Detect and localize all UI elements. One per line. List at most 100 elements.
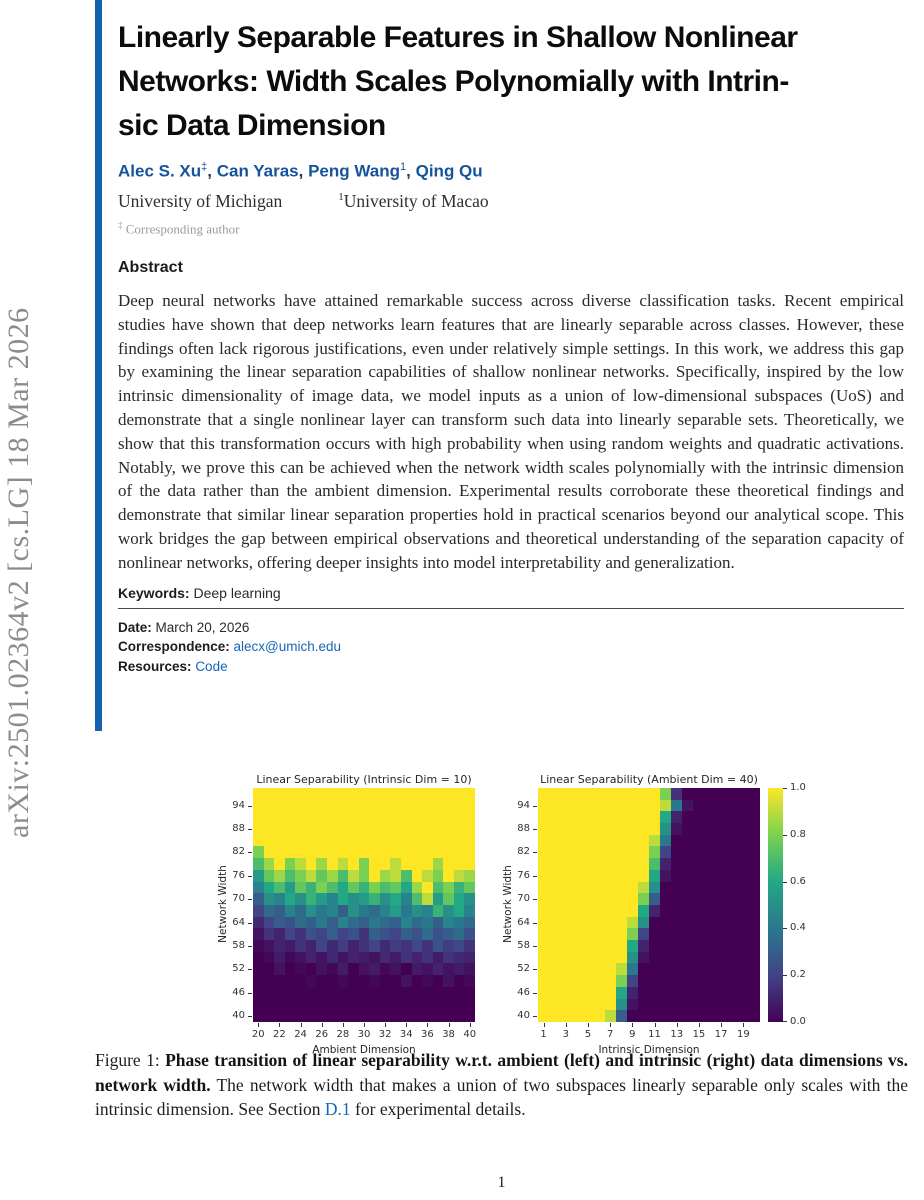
heatmap-cell [593, 940, 605, 952]
heatmap-cell [432, 869, 444, 882]
resources-code-link[interactable]: Code [195, 658, 228, 674]
heatmap-cell [358, 858, 370, 870]
heatmap-cell [704, 940, 716, 952]
heatmap-cell [379, 1010, 391, 1022]
y-tick-label: 70 [232, 893, 245, 905]
heatmap-cell [748, 799, 760, 812]
heatmap-cell [274, 788, 285, 800]
heatmap-cell [604, 823, 616, 835]
heatmap-cell [443, 881, 454, 894]
heatmap-cell [464, 963, 475, 976]
x-tick-label: 34 [399, 1029, 413, 1040]
heatmap-cell [305, 799, 317, 812]
heatmap-cell [649, 846, 661, 859]
heatmap-cell [400, 916, 412, 929]
x-tick-label: 19 [736, 1029, 750, 1040]
heatmap-cell [337, 858, 349, 870]
heatmap-cell [671, 869, 683, 882]
heatmap-cell [560, 928, 572, 941]
heatmap-cell [715, 834, 727, 847]
heatmap-cell [682, 916, 694, 929]
heatmap-cell [400, 940, 412, 952]
heatmap-cell [660, 928, 672, 941]
heatmap-cell [379, 869, 391, 882]
heatmap-cell [379, 998, 391, 1011]
keywords-label: Keywords: [118, 584, 190, 601]
heatmap-cell [637, 893, 649, 905]
heatmap-cell [253, 823, 264, 835]
heatmap-cell [432, 904, 444, 917]
caption-section-link[interactable]: D.1 [324, 1099, 351, 1119]
heatmap-cell [549, 893, 561, 905]
heatmap-cell [379, 858, 391, 870]
heatmap-cell [649, 799, 661, 812]
heatmap-cell [671, 940, 683, 952]
heatmap-cell [443, 998, 454, 1011]
heatmap-cell [549, 846, 561, 859]
heatmap-cell [704, 975, 716, 987]
heatmap-cell [626, 986, 638, 999]
heatmap-cell [538, 799, 550, 812]
heatmap-cell [443, 893, 454, 905]
heatmap-cell [253, 928, 264, 941]
heatmap-cell [604, 893, 616, 905]
y-tick-mark [533, 945, 537, 947]
heatmap-cell [615, 904, 627, 917]
heatmap-cell [660, 904, 672, 917]
heatmap-cell [326, 846, 338, 859]
heatmap-cell [432, 811, 444, 824]
heatmap-cell [626, 858, 638, 870]
heatmap-cell [326, 881, 338, 894]
heatmap-cell [443, 858, 454, 870]
heatmap-cell [369, 904, 380, 917]
correspondence-email-link[interactable]: alecx@umich.edu [233, 639, 342, 655]
heatmap-cell [358, 788, 370, 800]
heatmap-cell [626, 811, 638, 824]
heatmap-cell [369, 940, 380, 952]
x-tick-label: 3 [562, 1029, 569, 1040]
heatmap-cell [737, 975, 749, 987]
y-tick-mark [533, 875, 537, 877]
heatmap-cell [369, 928, 380, 941]
x-tick-mark [610, 1023, 612, 1027]
heatmap-cell [337, 846, 349, 859]
heatmap-cell [337, 1010, 349, 1022]
heatmap-cell [305, 834, 317, 847]
heatmap-cell [726, 928, 738, 941]
y-tick-label: 94 [232, 799, 245, 811]
heatmap-cell [615, 834, 627, 847]
heatmap-cell [748, 811, 760, 824]
heatmap-cell [400, 823, 412, 835]
heatmap-cell [253, 788, 264, 800]
heatmap-cell [604, 986, 616, 999]
heatmap-cell [274, 940, 285, 952]
heatmap-cell [626, 869, 638, 882]
heatmap-cell [390, 975, 401, 987]
affiliation-list: University of Michigan 1University of Mac… [118, 191, 904, 212]
heatmap-cell [305, 869, 317, 882]
heatmap-cell [560, 893, 572, 905]
heatmap-cell [358, 846, 370, 859]
x-tick-mark [385, 1023, 387, 1027]
x-tick-mark [364, 1023, 365, 1027]
heatmap-cell [464, 799, 475, 812]
heatmap-cell [538, 858, 550, 870]
heatmap-cell [348, 881, 359, 894]
heatmap-cell [538, 963, 550, 976]
x-tick-mark [587, 1023, 589, 1027]
heatmap-cell [326, 823, 338, 835]
heatmap-cell [615, 1010, 627, 1022]
heatmap-cell [411, 846, 423, 859]
heatmap-cell [715, 904, 727, 917]
heatmap-cell [316, 904, 327, 917]
heatmap-cell [715, 823, 727, 835]
heatmap-cell [549, 975, 561, 987]
heatmap-cell [637, 811, 649, 824]
heatmap-cell [682, 986, 694, 999]
heatmap-cell [571, 869, 583, 882]
heatmap-cell [737, 846, 749, 859]
heatmap-cell [274, 893, 285, 905]
heatmap-cell [411, 940, 423, 952]
heatmap-cell [660, 811, 672, 824]
heatmap-cell [453, 846, 465, 859]
